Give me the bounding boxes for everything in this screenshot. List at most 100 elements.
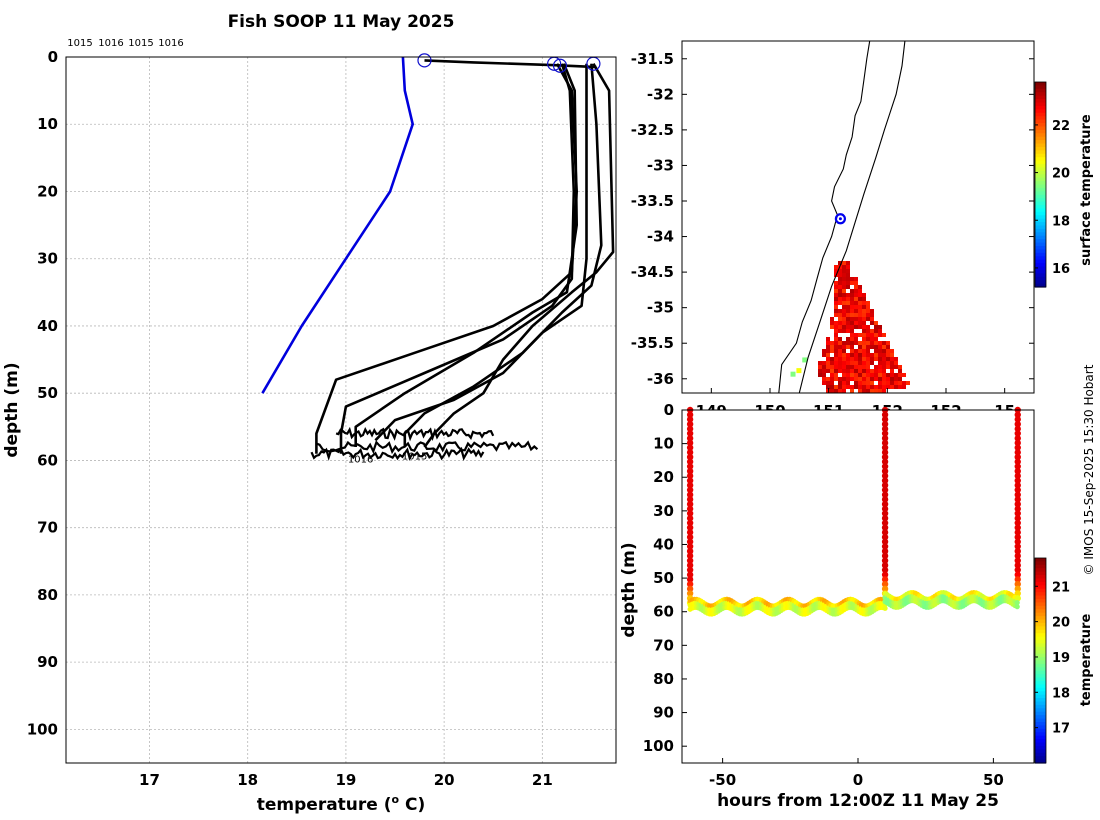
map-axes-box [681,40,1035,394]
cast-point [881,467,889,475]
sst-pixel [866,385,870,389]
cast-point [1014,576,1021,583]
cast-point [1014,552,1021,560]
colorbar-segment [1035,263,1046,268]
colorbar-tick-label: 16 [1052,262,1070,277]
sst-pixel [838,301,842,305]
cast-point [1014,571,1021,578]
sst-pixel [842,345,846,349]
sst-pixel [846,381,850,385]
sst-pixel [862,321,866,325]
colorbar-segment [1035,588,1046,593]
sst-pixel [846,385,850,389]
sst-pixel [842,305,846,309]
sst-pixel [854,277,858,281]
sst-pixel [854,281,858,285]
cast-point [1014,486,1021,494]
sst-pixel [862,329,866,333]
sst-pixel [870,341,874,345]
colorbar-segment [1035,119,1046,124]
cast-point [1014,444,1021,451]
sst-pixel [874,385,878,389]
cast-point [881,529,889,536]
sst-pixel [886,365,890,369]
cast-point [881,430,889,437]
colorbar-segment [1035,215,1046,220]
sst-pixel [850,301,854,305]
sst-pixel [886,377,890,381]
sst-pixel [890,353,894,357]
sst-pixel [834,329,838,333]
sst-pixel [846,273,850,277]
sst-pixel [830,389,834,393]
colorbar-segment [1035,636,1046,641]
sst-pixel [834,341,838,345]
sst-pixel [826,337,830,341]
section-axes-box [681,409,1035,764]
sst-pixel [878,357,882,361]
sst-pixel [886,385,890,389]
sst-pixel [850,277,854,281]
profile-line [403,63,603,447]
sst-pixel [834,389,838,393]
cast-point [881,585,889,593]
cast-point [1014,515,1021,522]
cast-point [881,496,889,503]
sst-pixel [850,385,854,389]
sst-pixel [838,369,842,373]
sst-pixel [870,385,874,389]
sst-pixel [874,341,878,345]
sst-pixel [878,325,882,329]
colorbar-segment [1035,283,1046,288]
sst-pixel [866,361,870,365]
sst-pixel [866,325,870,329]
sst-pixel [850,329,854,333]
section-y-tick-label: 40 [653,535,674,553]
sst-pixel [890,357,894,361]
sst-pixel [846,297,850,301]
sst-pixel [830,385,834,389]
colorbar-segment [1035,626,1046,631]
colorbar-segment [1035,228,1046,233]
sst-pixel [866,333,870,337]
sst-pixel [866,353,870,357]
cast-point [881,580,889,588]
sst-pixel [842,261,846,265]
section-y-tick-label: 50 [653,569,674,587]
sst-pixel [850,353,854,357]
colorbar-segment [1035,564,1046,569]
sst-pixel [882,357,886,361]
colorbar-segment [1035,657,1046,662]
cast-point [686,444,694,451]
cast-point [881,515,889,522]
sst-pixel [834,321,838,325]
cast-point [881,463,889,470]
colorbar-segment [1035,752,1046,757]
cast-point [686,585,694,593]
sst-pixel [894,381,898,385]
sst-pixel [870,381,874,385]
colorbar-segment [1035,266,1046,271]
sst-pixel [838,377,842,381]
map-y-tick-label: -34 [647,228,674,246]
sst-pixel [854,293,858,297]
colorbar-segment [1035,670,1046,675]
cast-point [881,482,889,489]
sst-pixel [858,377,862,381]
sst-pixel [882,361,886,365]
sst-pixel [850,337,854,341]
colorbar-segment [1035,732,1046,737]
sst-pixel [874,389,878,393]
sst-pixel [854,305,858,309]
sst-pixel [850,325,854,329]
colorbar-tick-label: 21 [1052,580,1070,595]
sst-pixel [822,373,826,377]
cast-point [881,519,889,527]
cast-point [881,524,889,531]
cast-point [881,538,889,545]
sst-pixel [834,353,838,357]
colorbar-segment [1035,174,1046,179]
sst-pixel [818,361,822,365]
colorbar-segment [1035,146,1046,151]
cast-point [686,463,694,470]
